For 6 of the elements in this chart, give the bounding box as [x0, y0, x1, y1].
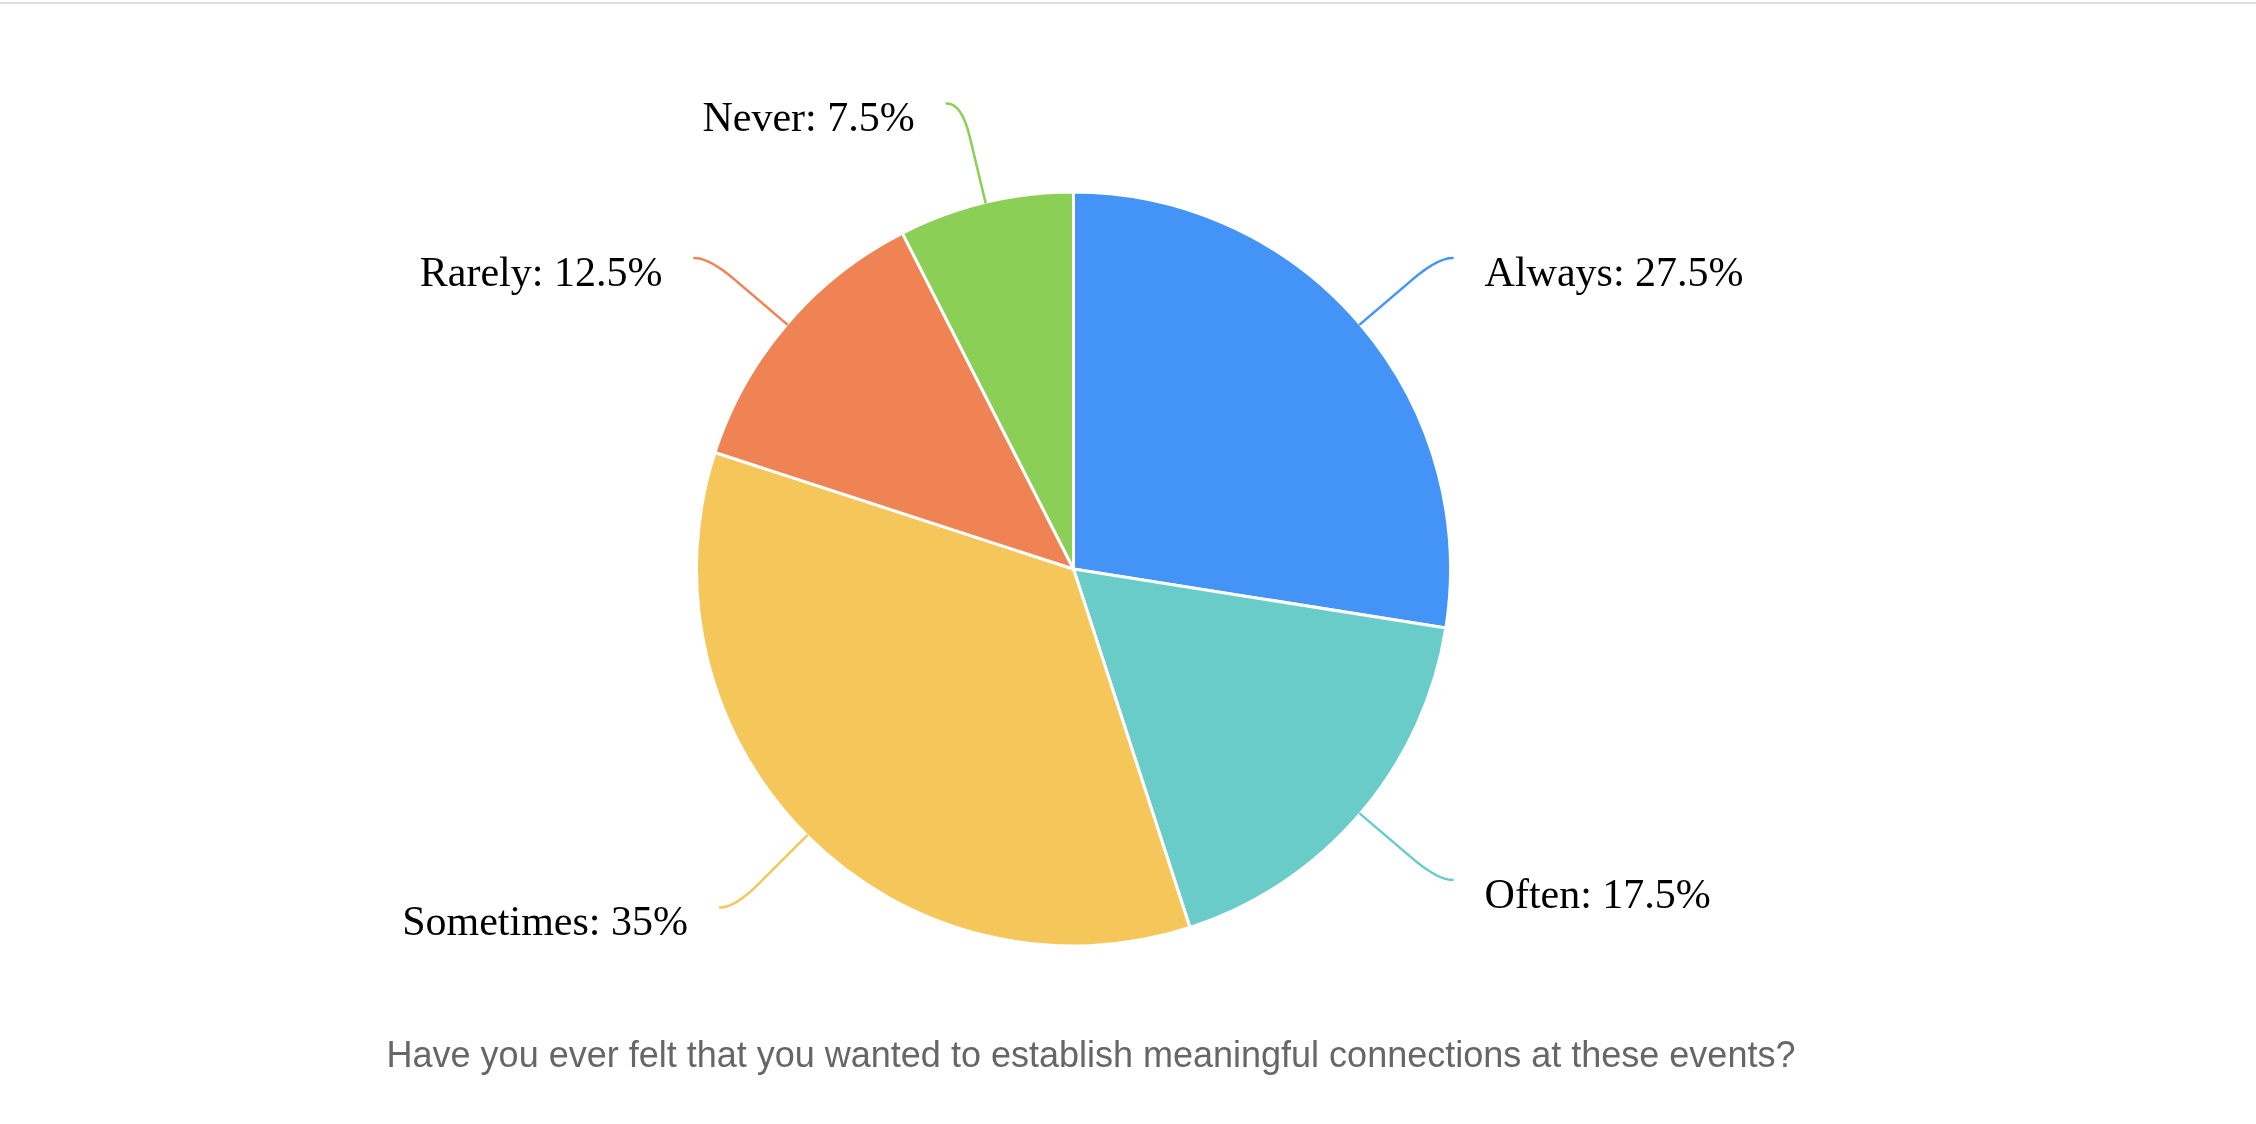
text: Have you ever felt that you wanted to establish meaningful connections at these events?: [386, 1034, 1796, 1075]
slice-label: Rarely: 12.5%: [419, 248, 663, 295]
slice-label: Often: 17.5%: [1484, 870, 1711, 917]
slice-label: Never: 7.5%: [702, 94, 915, 141]
slice-label: Always: 27.5%: [1484, 248, 1744, 295]
slice-label: Sometimes: 35%: [402, 898, 688, 945]
